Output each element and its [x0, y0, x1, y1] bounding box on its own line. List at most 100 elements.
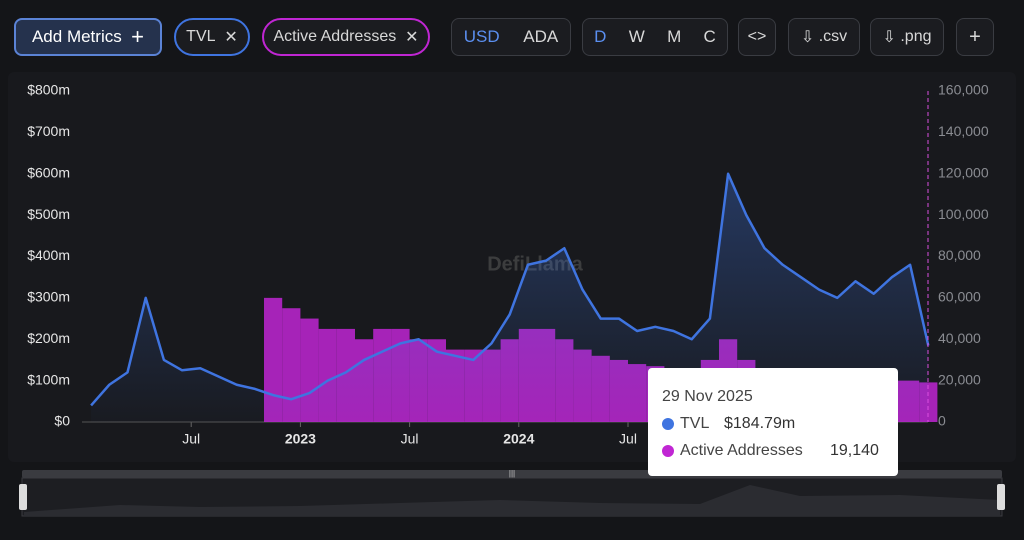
- y2-tick-label: 140,000: [938, 123, 989, 139]
- y2-tick-label: 40,000: [938, 330, 981, 346]
- bar: [500, 339, 519, 422]
- x-tick-label: 2024: [503, 431, 534, 447]
- bar: [573, 349, 592, 422]
- bar: [282, 308, 301, 422]
- bar: [828, 376, 847, 422]
- tooltip-series: TVL: [680, 415, 709, 432]
- period-option[interactable]: D: [594, 27, 607, 46]
- add-metrics-button[interactable]: Add Metrics +: [14, 18, 162, 56]
- currency-option[interactable]: ADA: [523, 27, 559, 46]
- brush-handle-bar[interactable]: [22, 470, 1002, 478]
- button-label: .png: [900, 28, 932, 45]
- y2-tick-label: 160,000: [938, 82, 989, 98]
- bar: [773, 370, 792, 422]
- period-toggle: D W M C: [582, 18, 728, 56]
- currency-toggle: USD ADA: [451, 18, 571, 56]
- bar: [846, 376, 865, 422]
- brush-right-handle[interactable]: [997, 484, 1005, 510]
- bar: [810, 376, 829, 422]
- y2-tick-label: 0: [938, 413, 946, 429]
- brush-grip: |||: [509, 469, 515, 478]
- currency-option[interactable]: USD: [463, 27, 500, 46]
- bar: [664, 370, 683, 422]
- y-tick-label: $100m: [27, 371, 70, 387]
- y-tick-label: $200m: [27, 330, 70, 346]
- bar: [591, 355, 610, 422]
- y-tick-label: $0: [54, 413, 70, 429]
- brush-area[interactable]: [21, 477, 1003, 517]
- period-option[interactable]: W: [628, 27, 645, 46]
- y-tick-label: $800m: [27, 82, 70, 98]
- period-option[interactable]: C: [703, 27, 716, 46]
- y-tick-label: $600m: [27, 164, 70, 180]
- y-tick-label: $400m: [27, 247, 70, 263]
- y-tick-label: $700m: [27, 123, 70, 139]
- bar: [264, 297, 283, 422]
- plus-icon: +: [131, 24, 145, 49]
- bar: [300, 318, 319, 422]
- y2-tick-label: 100,000: [938, 206, 989, 222]
- chip-label: TVL: [186, 28, 216, 45]
- bar: [700, 359, 719, 422]
- plot-panel: [8, 72, 1016, 462]
- brush-preview: [24, 485, 1000, 516]
- tooltip-value: 19,140: [830, 442, 879, 459]
- tvl-line: [90, 172, 930, 407]
- x-tick-label: Jul: [619, 431, 637, 447]
- bar: [391, 328, 410, 422]
- bar: [373, 328, 392, 422]
- tooltip-value: $184.79m: [724, 415, 795, 432]
- bar: [409, 339, 428, 422]
- y2-tick-label: 80,000: [938, 247, 981, 263]
- y2-tick-label: 20,000: [938, 371, 981, 387]
- bar: [355, 339, 374, 422]
- png-button[interactable]: ⇩ .png: [870, 18, 944, 56]
- chip-label: Active Addresses: [273, 28, 397, 45]
- button-label: .csv: [818, 28, 848, 45]
- x-tick-label: 2023: [285, 431, 316, 447]
- bar: [919, 382, 938, 422]
- bar: [719, 339, 738, 422]
- bar: [518, 328, 537, 422]
- tooltip-swatch: [662, 418, 674, 430]
- bar: [537, 328, 556, 422]
- tvl-area: [91, 173, 929, 422]
- bar: [755, 370, 774, 422]
- x-tick-label: Jul: [182, 431, 200, 447]
- bar: [482, 349, 501, 422]
- bar: [882, 380, 901, 422]
- bar: [609, 359, 628, 422]
- y2-tick-label: 120,000: [938, 164, 989, 180]
- watermark: DefiLlama: [487, 253, 583, 275]
- bar: [446, 349, 465, 422]
- bar: [864, 380, 883, 422]
- bar: [628, 364, 647, 422]
- bar: [646, 366, 665, 422]
- y2-tick-label: 60,000: [938, 289, 981, 305]
- bar: [464, 349, 483, 422]
- tooltip-box: [648, 368, 898, 476]
- bar: [737, 359, 756, 422]
- bar: [555, 339, 574, 422]
- embed-button[interactable]: <>: [738, 18, 776, 56]
- y-tick-label: $500m: [27, 206, 70, 222]
- x-tick-label: Jul: [401, 431, 419, 447]
- bar: [336, 328, 355, 422]
- period-option[interactable]: M: [667, 27, 682, 46]
- brush-left-handle[interactable]: [19, 484, 27, 510]
- tooltip: 29 Nov 2025 TVL $184.79m Active Addresse…: [648, 368, 898, 476]
- tooltip-series: Active Addresses: [680, 442, 803, 459]
- button-label: Add Metrics: [31, 27, 122, 46]
- tooltip-date: 29 Nov 2025: [662, 388, 753, 405]
- csv-button[interactable]: ⇩ .csv: [788, 18, 860, 56]
- tvl-chip[interactable]: TVL ✕: [174, 18, 250, 56]
- more-button[interactable]: +: [956, 18, 994, 56]
- active-addresses-chip[interactable]: Active Addresses ✕: [262, 18, 430, 56]
- tooltip-swatch: [662, 445, 674, 457]
- bar: [682, 370, 701, 422]
- bar: [901, 380, 920, 422]
- bar: [427, 339, 446, 422]
- y-tick-label: $300m: [27, 289, 70, 305]
